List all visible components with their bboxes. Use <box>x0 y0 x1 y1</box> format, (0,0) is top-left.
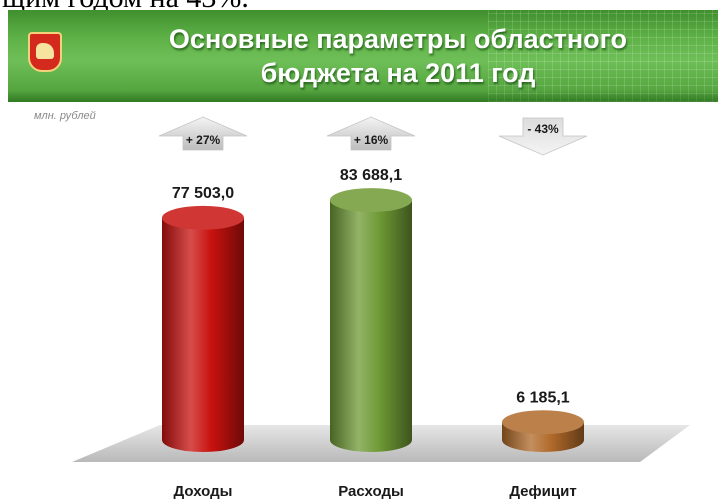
change-label-3: - 43% <box>527 122 559 136</box>
title-line-1: Основные параметры областного <box>168 24 628 54</box>
coat-of-arms-icon <box>28 32 62 72</box>
banner-grid-pattern <box>488 10 718 102</box>
change-label-2: + 16% <box>354 133 389 147</box>
value-label-3: 6 185,1 <box>516 389 569 406</box>
category-label-1: Доходы <box>174 483 233 500</box>
change-arrow-3-down <box>498 117 588 156</box>
bars-layer: 77 503,0 Доходы + 27% 83 688,1 Расходы + 16% 6… <box>158 116 588 500</box>
change-arrow-1-up <box>158 116 248 151</box>
chart-title: Основные параметры областного бюджета на… <box>88 22 708 90</box>
unit-label: млн. рублей <box>34 110 96 122</box>
value-label-1: 77 503,0 <box>172 185 234 202</box>
bar-2-body <box>330 200 412 452</box>
header-banner: Основные параметры областного бюджета на… <box>8 10 718 102</box>
category-label-3: Дефицит <box>509 483 576 500</box>
title-line-2: бюджета на 2011 год <box>260 58 536 88</box>
bar-2-top <box>330 188 412 213</box>
bar-1-body <box>162 217 244 452</box>
banner-shade <box>8 90 718 102</box>
change-label-1: + 27% <box>186 133 221 147</box>
bar-3-top <box>502 410 584 435</box>
camel-icon <box>36 43 54 59</box>
bar-1-top <box>162 205 244 230</box>
category-label-2: Расходы <box>338 483 404 500</box>
change-arrow-2-up <box>326 116 416 151</box>
value-label-2: 83 688,1 <box>340 167 402 184</box>
